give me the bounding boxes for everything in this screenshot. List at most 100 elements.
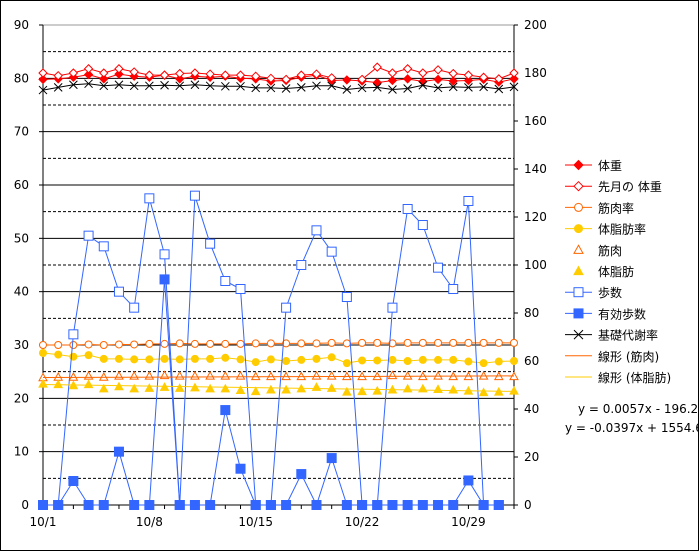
series-2-point: [99, 341, 108, 349]
series-3-point: [266, 355, 275, 364]
series-6-point: [402, 204, 413, 214]
series-1-point: [311, 69, 322, 79]
legend-label: 先月の 体重: [598, 180, 662, 194]
series-1-point: [129, 67, 139, 77]
series-3-point: [403, 357, 412, 365]
series-2-point: [327, 338, 336, 347]
series-2-point: [236, 339, 245, 348]
x-tick-label: 10/22: [345, 515, 380, 529]
series-2-point: [373, 338, 382, 347]
series-7-point: [311, 500, 322, 510]
series-7-point: [493, 500, 504, 510]
legend-label: 体脂肪率: [598, 222, 646, 237]
series-7-point: [159, 274, 170, 285]
series-2-point: [190, 339, 199, 348]
legend-item-9: 線形 (筋肉): [565, 349, 659, 364]
series-6-point: [296, 260, 307, 270]
series-1-point: [357, 74, 367, 85]
series-5-point: [190, 382, 200, 392]
series-8-point: [190, 80, 200, 90]
series-7-point: [68, 476, 79, 486]
series-7-point: [98, 500, 109, 510]
series-1-point: [68, 68, 79, 78]
series-8-point: [38, 85, 48, 95]
legend-label: 筋肉: [598, 243, 622, 258]
series-8-point: [69, 80, 78, 90]
series-5-point: [250, 386, 261, 396]
y2-tick-label: 200: [524, 18, 547, 32]
series-7-point: [478, 500, 489, 510]
series-5-point: [129, 383, 140, 393]
legend-label: 基礎代謝率: [598, 328, 658, 343]
series-2-point: [175, 339, 184, 348]
series-8-point: [236, 81, 245, 91]
series-1-point: [418, 68, 428, 78]
series-2-point: [464, 338, 473, 347]
series-8-point: [220, 81, 230, 91]
series-1-point: [53, 70, 63, 81]
series-1-point: [83, 64, 94, 74]
series-4-point: [326, 370, 337, 380]
series-7-point: [144, 500, 155, 510]
legend-item-4: 筋肉: [573, 243, 622, 258]
trendline-equation: y = 0.0057x - 196.2: [578, 402, 698, 416]
series-3-point: [114, 354, 123, 363]
series-6-point: [448, 284, 459, 294]
series-0-point: [38, 74, 48, 85]
legend-swatch-marker: [574, 202, 583, 212]
series-3-point: [312, 354, 321, 363]
series-7-point: [417, 500, 428, 510]
legend-item-0: 体重: [565, 159, 622, 173]
series-2-point: [84, 340, 93, 349]
series-8-point: [114, 80, 124, 90]
series-3-point: [84, 351, 93, 360]
series-2-point: [494, 338, 503, 347]
legend-swatch-marker: [573, 308, 584, 319]
series-6-point: [189, 190, 200, 201]
series-5-point: [342, 386, 352, 396]
series-2-point: [266, 339, 275, 348]
series-7-point: [189, 500, 200, 510]
series-1-point: [38, 68, 48, 78]
series-8-point: [53, 83, 63, 92]
series-7-point: [53, 500, 64, 510]
series-5-point: [38, 378, 48, 388]
series-5-point: [98, 383, 109, 393]
series-0-point: [463, 75, 474, 86]
series-6-point: [463, 196, 474, 206]
legend-item-6: 歩数: [565, 285, 622, 300]
series-9: [42, 375, 515, 378]
series-5-point: [174, 383, 185, 392]
series-5-point: [220, 383, 231, 393]
series-7-point: [387, 500, 398, 510]
series-8-point: [494, 84, 504, 94]
series-3-point: [130, 355, 139, 364]
series-1-point: [220, 70, 231, 80]
series-1-point: [387, 68, 398, 78]
series-2-point: [114, 340, 123, 349]
series-6-point: [326, 246, 337, 257]
series-0-point: [509, 74, 519, 84]
series-1-point: [99, 68, 109, 78]
series-3-point: [479, 359, 488, 368]
series-5-point: [114, 381, 124, 391]
series-6-point: [220, 276, 231, 286]
annotations: y = 0.0057x - 196.2 y = -0.0397x + 1554.6: [565, 402, 699, 435]
series-2-point: [69, 341, 78, 349]
series-4-point: [402, 370, 413, 380]
series-7-point: [281, 500, 292, 510]
series-1-point: [205, 69, 215, 79]
series-8-point: [205, 81, 215, 91]
series-1: [38, 62, 519, 85]
series-6-point: [235, 284, 246, 294]
series-8-point: [403, 84, 412, 93]
legend-label: 歩数: [598, 285, 622, 300]
series-6-point: [341, 292, 352, 302]
series-5-point: [372, 385, 383, 395]
series-2-point: [312, 339, 321, 348]
series-3-point: [282, 357, 291, 365]
series-8-line: [42, 83, 515, 91]
series-7-point: [174, 500, 185, 510]
series-2-point: [418, 338, 427, 347]
